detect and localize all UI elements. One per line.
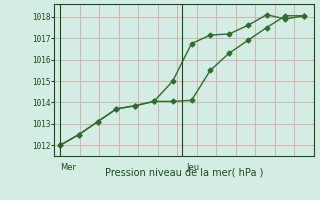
X-axis label: Pression niveau de la mer( hPa ): Pression niveau de la mer( hPa )	[105, 167, 263, 177]
Text: Mer: Mer	[60, 163, 76, 172]
Text: Jeu: Jeu	[186, 163, 199, 172]
